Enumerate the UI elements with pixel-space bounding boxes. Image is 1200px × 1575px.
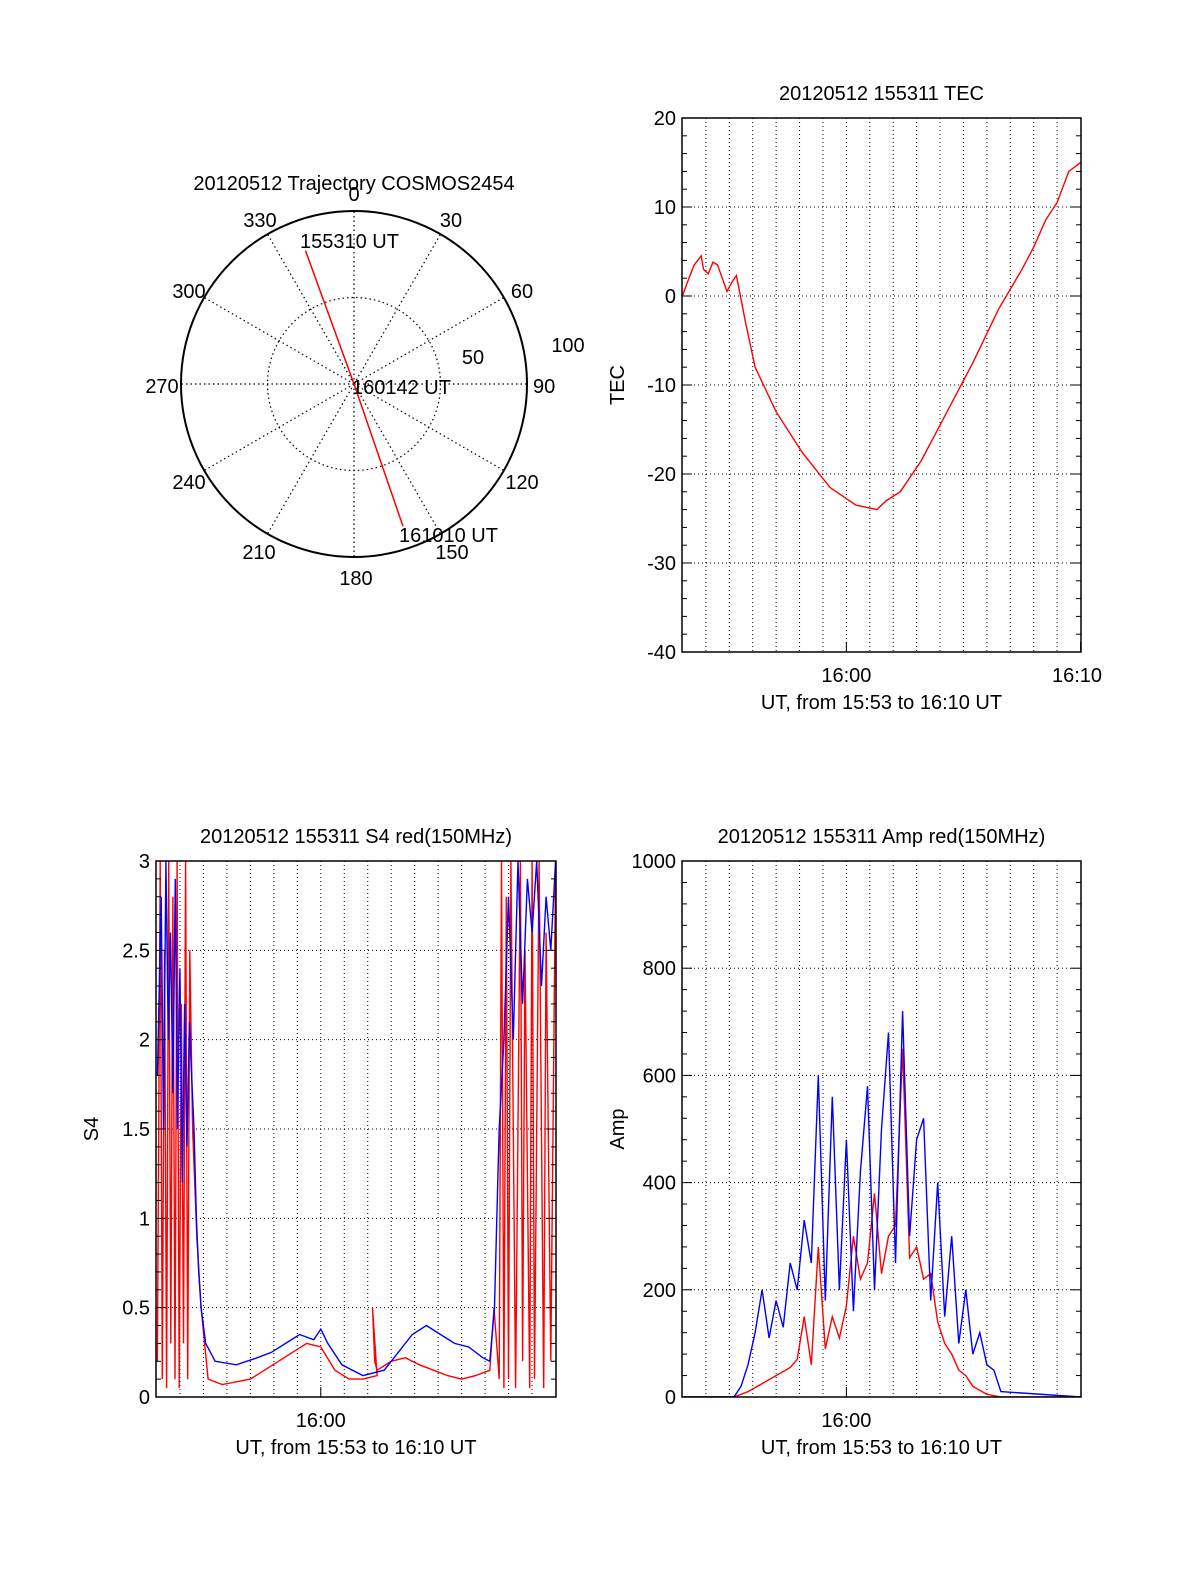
y-tick-label: 200: [643, 1280, 676, 1302]
polar-spoke: [353, 383, 505, 472]
y-tick-label: 0: [665, 286, 676, 308]
x-tick-label: 16:00: [821, 1410, 871, 1432]
y-tick-label: 0.5: [122, 1298, 150, 1320]
polar-azimuth-labels: 0 30 60 90 120 150 180 210 240 270 300 3…: [145, 184, 584, 590]
azimuth-label-150: 150: [435, 542, 468, 564]
radius-label-50: 50: [462, 347, 484, 369]
x-axis-label: UT, from 15:53 to 16:10 UT: [761, 1437, 1002, 1459]
polar-spoke: [353, 383, 442, 535]
x-axis-label: UT, from 15:53 to 16:10 UT: [235, 1437, 476, 1459]
polar-spoke: [353, 296, 505, 385]
polar-spoke: [353, 233, 442, 385]
plot-frame: [681, 117, 1082, 653]
point-label-mid: 160142 UT: [352, 377, 451, 399]
series-line-0: [682, 161, 1081, 511]
chart-title: 20120512 155311 S4 red(150MHz): [200, 826, 512, 848]
polar-trajectory-panel: 20120512 Trajectory COSMOS2454 0 30 60 9…: [145, 173, 584, 590]
y-tick-label: 800: [643, 958, 676, 980]
series-line-1: [156, 861, 556, 1377]
azimuth-label-120: 120: [505, 472, 538, 494]
y-tick-label: 20: [654, 108, 676, 130]
azimuth-label-60: 60: [511, 281, 533, 303]
azimuth-label-240: 240: [172, 472, 205, 494]
azimuth-label-90: 90: [533, 376, 555, 398]
azimuth-label-330: 330: [243, 210, 276, 232]
polar-title: 20120512 Trajectory COSMOS2454: [193, 173, 514, 195]
polar-spoke: [203, 296, 355, 385]
trajectory-polyline: [304, 250, 404, 527]
azimuth-label-30: 30: [440, 210, 462, 232]
y-tick-label: -30: [647, 553, 676, 575]
amp-panel: 0 200 400 600 800 1000 16:00 20120512 155311 Am…: [607, 826, 1082, 1459]
y-tick-label: -40: [647, 642, 676, 664]
radius-label-100: 100: [551, 335, 584, 357]
polar-spoke: [266, 233, 355, 385]
y-tick-label: 0: [665, 1387, 676, 1409]
y-tick-label: 1: [139, 1208, 150, 1230]
x-tick-label: 16:00: [296, 1410, 346, 1432]
tec-panel: -40 -30 -20 -10 0 10 20 16:00 16:10 20120512 1553…: [607, 83, 1102, 714]
y-axis-label: Amp: [607, 1108, 629, 1149]
y-tick-label: 10: [654, 197, 676, 219]
polar-spoke: [203, 383, 355, 472]
x-tick-label: 16:00: [821, 665, 871, 687]
y-tick-label: 600: [643, 1065, 676, 1087]
chart-title: 20120512 155311 TEC: [779, 83, 984, 105]
y-tick-label: 2.5: [122, 940, 150, 962]
y-tick-label: 3: [139, 851, 150, 873]
series-line-0: [682, 1048, 1081, 1397]
x-tick-label: 16:10: [1052, 665, 1102, 687]
x-axis-label: UT, from 15:53 to 16:10 UT: [761, 692, 1002, 714]
chart-title: 20120512 155311 Amp red(150MHz): [718, 826, 1046, 848]
azimuth-label-210: 210: [242, 542, 275, 564]
y-axis-label: S4: [81, 1117, 103, 1141]
y-tick-label: 400: [643, 1173, 676, 1195]
point-label-start: 155310 UT: [300, 231, 399, 253]
azimuth-label-180: 180: [339, 568, 372, 590]
y-tick-label: -10: [647, 375, 676, 397]
azimuth-label-270: 270: [145, 376, 178, 398]
s4-panel: 0 0.5 1 1.5 2 2.5 3 16:00 20120512 155311 S4 red…: [81, 826, 557, 1459]
y-tick-label: 1000: [632, 851, 677, 873]
series-line-1: [682, 1011, 1081, 1397]
trajectory-line: [304, 250, 404, 527]
y-tick-label: 0: [139, 1387, 150, 1409]
plot-frame: [681, 860, 1082, 1398]
y-tick-label: 2: [139, 1030, 150, 1052]
y-axis-label: TEC: [607, 365, 629, 405]
polar-grid: [180, 210, 528, 558]
point-label-end: 161010 UT: [399, 525, 498, 547]
azimuth-label-0: 0: [348, 184, 359, 206]
polar-outer-ring: [180, 210, 528, 558]
polar-spoke: [266, 383, 355, 535]
azimuth-label-300: 300: [172, 281, 205, 303]
y-tick-label: 1.5: [122, 1119, 150, 1141]
series-line-0: [156, 861, 556, 1389]
y-tick-label: -20: [647, 464, 676, 486]
